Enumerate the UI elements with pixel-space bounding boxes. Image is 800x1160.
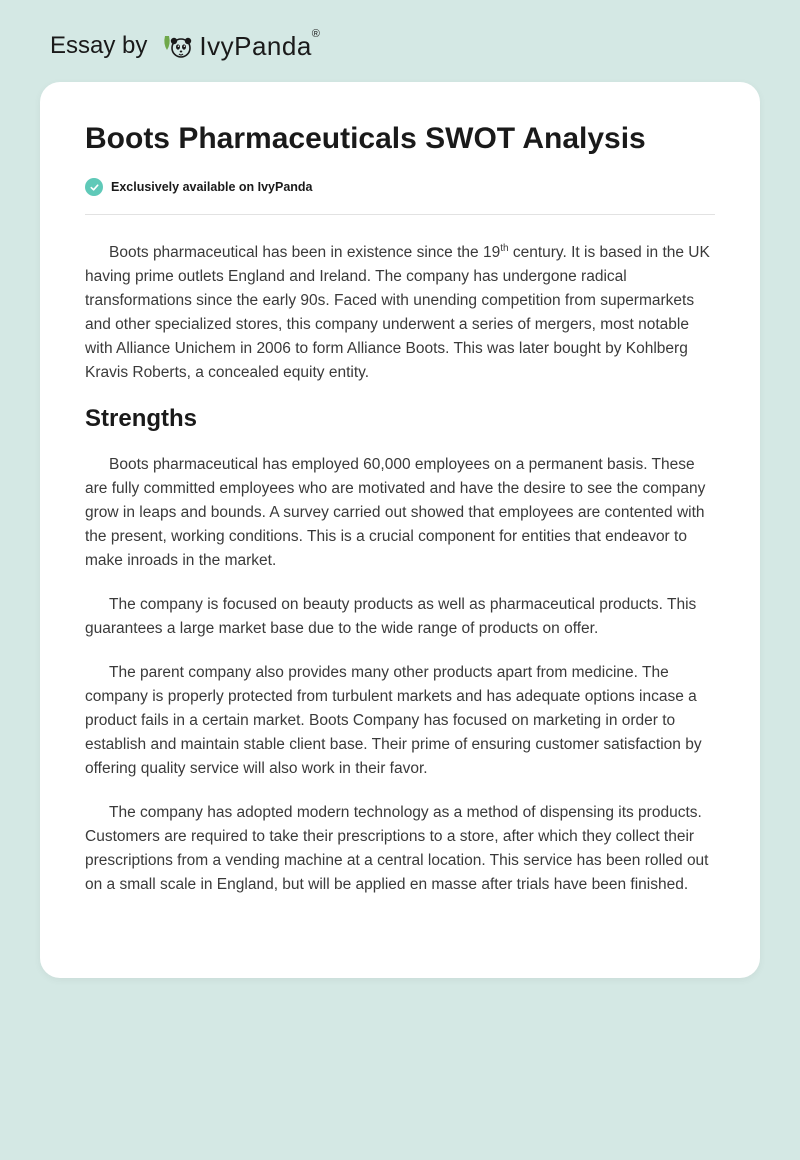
check-icon [85, 178, 103, 196]
availability-badge: Exclusively available on IvyPanda [85, 178, 715, 215]
essay-card: Boots Pharmaceuticals SWOT Analysis Excl… [40, 82, 760, 978]
panda-leaf-icon [161, 30, 193, 62]
section-heading-strengths: Strengths [85, 405, 715, 433]
badge-text: Exclusively available on IvyPanda [111, 180, 313, 194]
intro-paragraph: Boots pharmaceutical has been in existen… [85, 241, 715, 385]
brand-name: IvyPanda® [199, 31, 320, 62]
brand-logo: IvyPanda® [161, 30, 320, 62]
page-title: Boots Pharmaceuticals SWOT Analysis [85, 122, 715, 156]
header-bar: Essay by IvyPanda® [0, 0, 800, 82]
registered-mark: ® [312, 28, 321, 40]
strengths-para-2: The company is focused on beauty product… [85, 593, 715, 641]
essay-by-label: Essay by [50, 32, 147, 60]
strengths-para-1: Boots pharmaceutical has employed 60,000… [85, 453, 715, 573]
strengths-para-4: The company has adopted modern technolog… [85, 801, 715, 897]
strengths-para-3: The parent company also provides many ot… [85, 661, 715, 781]
